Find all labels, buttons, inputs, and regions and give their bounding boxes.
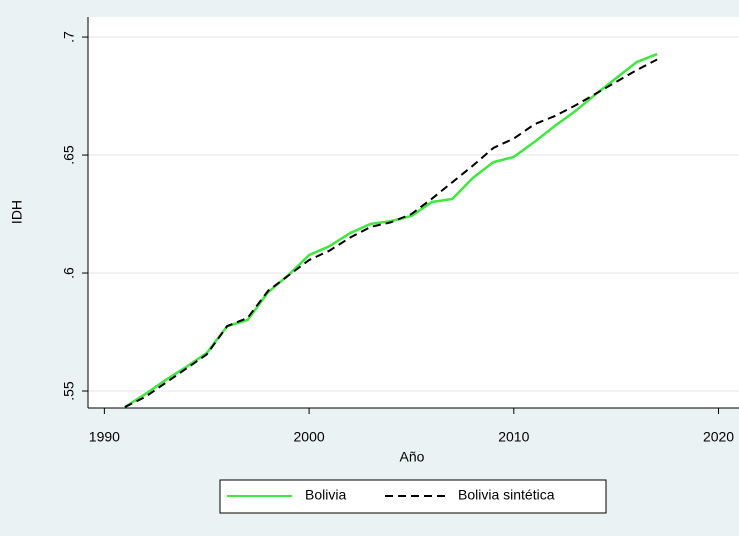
series-line	[124, 58, 658, 408]
x-tick-label: 2000	[294, 429, 325, 445]
x-axis-label: Año	[400, 449, 425, 465]
legend-label: Bolivia	[305, 487, 346, 503]
y-tick-label: .55	[61, 381, 77, 401]
x-tick-label: 1990	[89, 429, 120, 445]
y-axis-label: IDH	[9, 200, 25, 224]
x-tick-label: 2010	[498, 429, 529, 445]
legend-label: Bolivia sintética	[458, 487, 555, 503]
x-tick-label: 2020	[703, 429, 734, 445]
y-tick-label: .6	[61, 267, 77, 279]
y-tick-label: .7	[61, 31, 77, 43]
y-tick-label: .65	[61, 145, 77, 165]
